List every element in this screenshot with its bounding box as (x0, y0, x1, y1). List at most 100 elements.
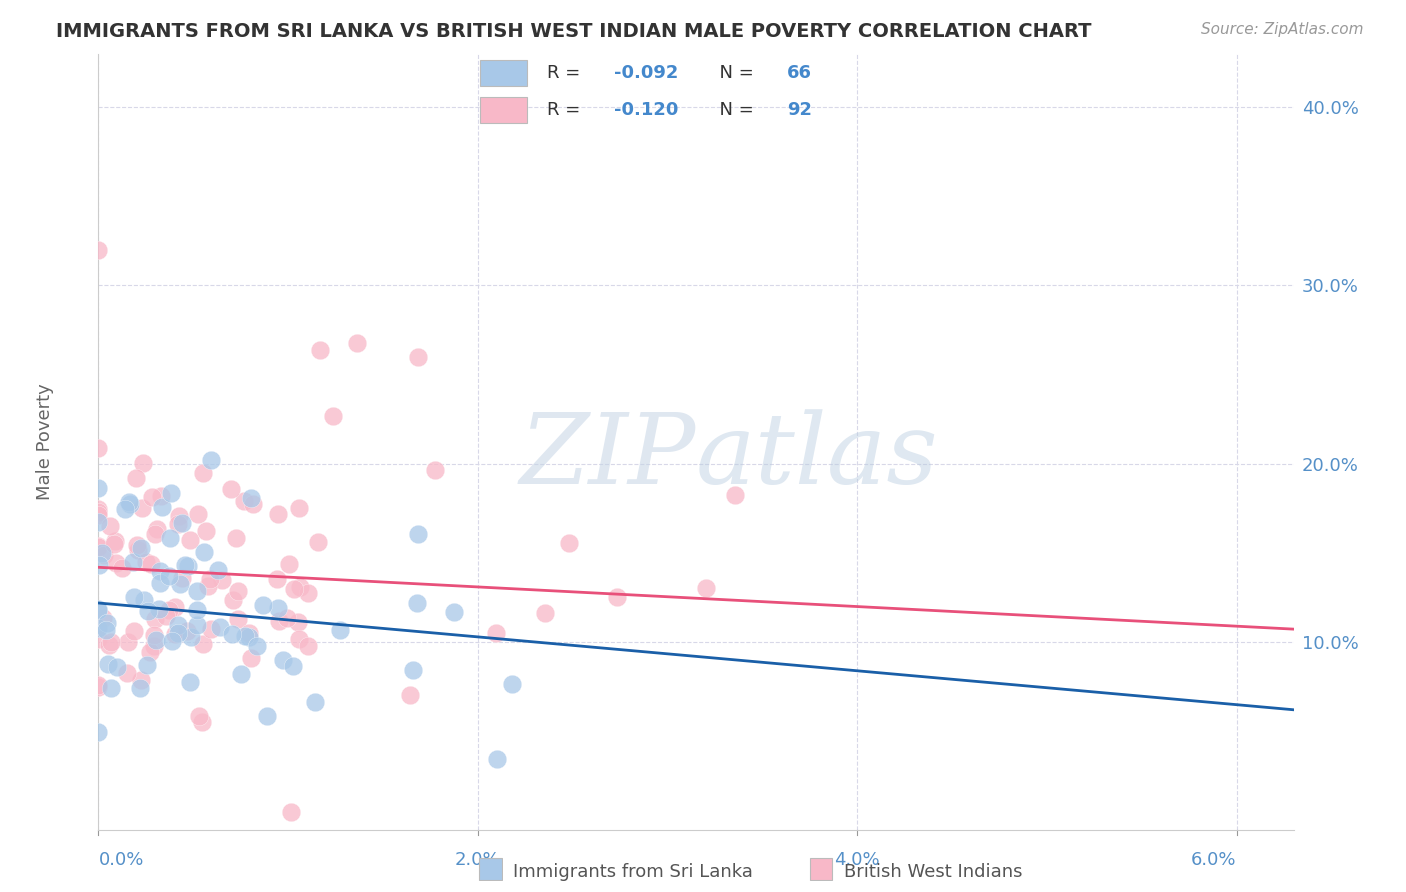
Point (87, 678, 110, 692)
Point (97, 657, 120, 672)
Point (724, 488, 747, 502)
Point (143, 640, 166, 654)
Point (145, 633, 167, 648)
Point (297, 640, 319, 654)
Point (146, 522, 169, 536)
Point (114, 501, 136, 516)
Point (242, 497, 264, 511)
Point (98, 639, 121, 653)
Point (138, 604, 160, 618)
Point (211, 574, 233, 588)
Point (197, 579, 219, 593)
Point (125, 470, 148, 484)
Point (87, 540, 110, 554)
Point (200, 622, 222, 636)
Text: 0.0%: 0.0% (98, 851, 143, 869)
Point (131, 541, 153, 555)
Point (87, 632, 110, 646)
Point (322, 409, 344, 423)
Point (172, 572, 194, 586)
Point (443, 605, 465, 619)
Point (186, 584, 208, 599)
Text: Male Poverty: Male Poverty (35, 384, 53, 500)
Point (207, 564, 229, 578)
Text: IMMIGRANTS FROM SRI LANKA VS BRITISH WEST INDIAN MALE POVERTY CORRELATION CHART: IMMIGRANTS FROM SRI LANKA VS BRITISH WES… (56, 22, 1091, 41)
Point (143, 628, 166, 642)
Point (271, 652, 294, 666)
Point (143, 612, 166, 626)
Point (103, 537, 125, 551)
Point (91, 611, 114, 625)
Text: 4.0%: 4.0% (834, 851, 880, 869)
Point (87, 725, 110, 739)
Point (122, 591, 145, 605)
Point (162, 633, 184, 648)
Point (240, 651, 263, 665)
Point (125, 538, 148, 552)
Point (163, 599, 186, 614)
Point (191, 714, 214, 729)
Text: N =: N = (709, 101, 759, 119)
Point (148, 602, 170, 616)
Point (129, 673, 152, 688)
Point (87, 243, 110, 257)
FancyBboxPatch shape (479, 857, 502, 880)
Point (308, 343, 330, 357)
Point (238, 626, 260, 640)
Point (150, 500, 173, 515)
Point (167, 626, 190, 640)
Point (155, 608, 177, 623)
Point (256, 709, 278, 723)
Point (87, 603, 110, 617)
Text: Immigrants from Sri Lanka: Immigrants from Sri Lanka (513, 863, 754, 881)
Point (188, 709, 211, 723)
Point (120, 497, 142, 511)
Point (179, 675, 201, 690)
Point (172, 516, 194, 530)
Point (287, 615, 309, 629)
Text: N =: N = (709, 64, 759, 82)
Point (276, 611, 298, 625)
Point (606, 590, 628, 604)
Point (191, 466, 214, 480)
Point (87, 680, 110, 694)
Point (87, 515, 110, 529)
FancyBboxPatch shape (479, 60, 527, 87)
FancyBboxPatch shape (810, 857, 832, 880)
Point (695, 581, 717, 595)
Point (267, 507, 290, 521)
Point (267, 601, 290, 615)
Point (179, 533, 201, 547)
Point (186, 603, 208, 617)
Point (501, 677, 523, 691)
Point (87, 621, 110, 635)
Point (173, 558, 195, 572)
Point (132, 456, 155, 470)
Point (402, 663, 425, 677)
Text: 2.0%: 2.0% (456, 851, 501, 869)
Point (157, 603, 180, 617)
Point (117, 635, 139, 649)
Point (87, 502, 110, 516)
Text: R =: R = (547, 64, 586, 82)
Point (191, 637, 214, 651)
Point (288, 632, 311, 646)
Point (399, 688, 422, 702)
Text: 92: 92 (787, 101, 811, 119)
Point (105, 660, 128, 674)
Point (297, 585, 319, 599)
Point (222, 593, 245, 607)
Text: -0.120: -0.120 (613, 101, 678, 119)
Point (288, 500, 311, 515)
Point (98, 518, 121, 533)
Point (180, 630, 202, 644)
Point (558, 536, 581, 550)
Point (423, 462, 446, 476)
Point (329, 623, 352, 637)
Point (165, 627, 187, 641)
Text: ZIP: ZIP (520, 409, 696, 505)
Point (104, 534, 127, 549)
Point (195, 524, 218, 539)
Point (87, 505, 110, 519)
Point (138, 645, 160, 659)
